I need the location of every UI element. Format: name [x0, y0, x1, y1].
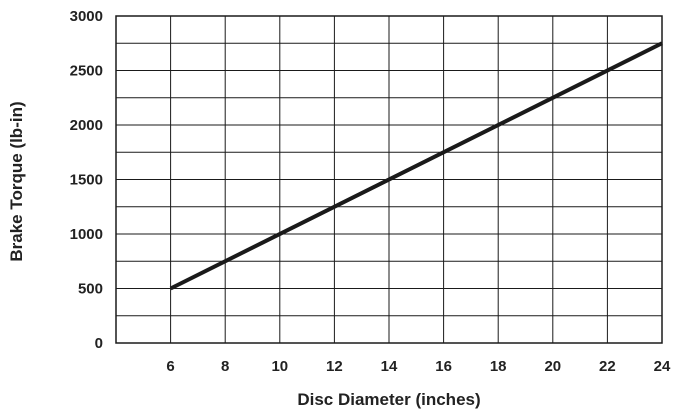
x-tick-label: 24	[654, 358, 671, 375]
x-tick-label: 14	[381, 358, 398, 375]
x-tick-label: 16	[435, 358, 452, 375]
x-axis-title: Disc Diameter (inches)	[297, 390, 480, 409]
y-axis-title: Brake Torque (lb-in)	[7, 101, 26, 261]
x-tick-label: 6	[166, 358, 174, 375]
y-tick-labels: 0 500 1000 1500 2000 2500 3000	[70, 8, 103, 352]
x-tick-label: 18	[490, 358, 507, 375]
grid	[116, 16, 662, 343]
x-tick-label: 12	[326, 358, 343, 375]
x-tick-label: 8	[221, 358, 229, 375]
x-tick-labels: 6 8 10 12 14 16 18 20 22 24	[166, 358, 671, 375]
plot-frame	[115, 15, 663, 344]
y-tick-label: 2000	[70, 117, 103, 134]
y-tick-label: 1500	[70, 172, 103, 189]
y-tick-label: 1000	[70, 226, 103, 243]
series-layer	[169, 41, 663, 291]
series-line	[169, 41, 663, 291]
y-tick-label: 0	[95, 335, 103, 352]
y-tick-label: 3000	[70, 8, 103, 25]
x-tick-label: 22	[599, 358, 616, 375]
x-tick-label: 20	[544, 358, 561, 375]
y-tick-label: 2500	[70, 63, 103, 80]
x-tick-label: 10	[271, 358, 288, 375]
y-tick-label: 500	[78, 281, 103, 298]
